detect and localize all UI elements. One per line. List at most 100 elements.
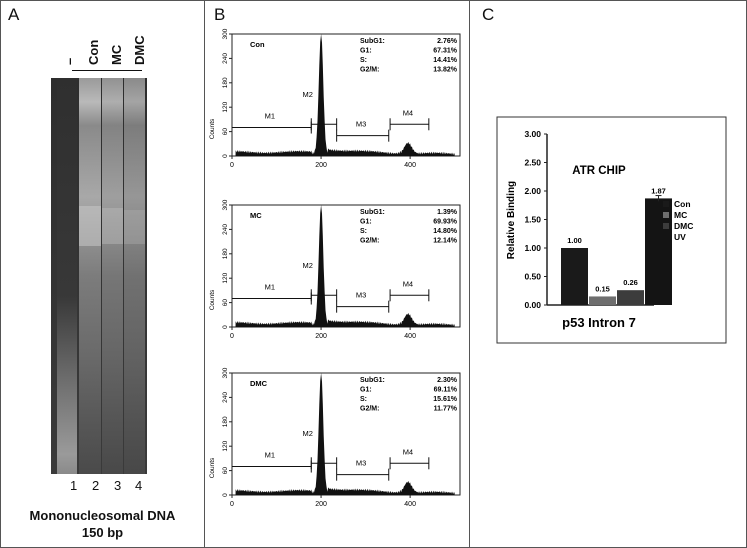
histogram-frame	[231, 33, 461, 157]
stat-label: G2/M:	[360, 238, 379, 245]
stat-label: S:	[360, 228, 367, 235]
histogram-frame	[231, 372, 461, 496]
x-tick-label: 0	[230, 162, 234, 169]
legend-label: MC	[674, 210, 687, 220]
stat-label: G1:	[360, 48, 372, 55]
x-tick-label: 400	[404, 162, 416, 169]
lane-label-con: Con	[86, 39, 101, 65]
bar-value-label: 0.15	[595, 284, 610, 293]
y-axis-label: Counts	[209, 457, 216, 478]
stat-value: 2.30%	[437, 377, 458, 384]
stat-label: G2/M:	[360, 67, 379, 74]
gate-label: M3	[356, 291, 366, 300]
lane-label-dmc: DMC	[132, 35, 147, 65]
y-tick-label: 0	[222, 493, 229, 497]
gate-label: M1	[265, 451, 275, 460]
atr-chip-bar-chart: 0.00 0.50 1.00 1.50 2.00 2.50 3.00 Relative Bin…	[496, 116, 727, 344]
legend-label: UV	[674, 232, 686, 242]
gate-label: M3	[356, 459, 366, 468]
y-tick-label: 0	[222, 154, 229, 158]
flow-cytometry-histograms: 0 60 120 180 240 300 Counts 0 200 400 M1 M3 M4 M2 Con S…	[209, 28, 461, 508]
stat-value: 13.82%	[433, 67, 458, 74]
chart-title: ATR CHIP	[572, 165, 626, 177]
sample-name: DMC	[250, 379, 268, 388]
y-tick-label: 120	[222, 272, 229, 283]
panel-b-letter: B	[214, 5, 226, 24]
gel-caption-line1: Mononucleosomal DNA	[29, 508, 176, 523]
histogram-con: 0 60 120 180 240 300 Counts 0 200 400 M1 M3 M4 M2 Con S…	[209, 28, 461, 169]
gate-label: M3	[356, 120, 366, 129]
x-tick-label: 0	[230, 333, 234, 340]
y-tick-label: 2.50	[524, 158, 541, 168]
stat-value: 69.11%	[434, 387, 458, 394]
gate-label: M4	[403, 108, 413, 117]
stat-label: SubG1:	[360, 209, 385, 216]
y-tick-label: 60	[222, 467, 229, 475]
lane-number-4: 4	[135, 478, 143, 493]
y-tick-label: 60	[222, 128, 229, 136]
x-tick-label: 400	[404, 333, 416, 340]
y-tick-label: 0.50	[524, 272, 541, 282]
lane-label-minus: –	[62, 57, 77, 65]
y-tick-label: 1.50	[524, 215, 541, 225]
lane-label-mc: MC	[109, 44, 124, 65]
gel-caption-line2: 150 bp	[81, 525, 124, 540]
legend-swatch	[663, 212, 669, 218]
sample-name: Con	[250, 40, 265, 49]
y-tick-label: 300	[222, 367, 229, 378]
y-tick-label: 240	[222, 392, 229, 403]
sample-name: MC	[250, 211, 262, 220]
x-tick-label: 200	[315, 333, 327, 340]
stat-label: S:	[360, 57, 367, 64]
lane-number-2: 2	[92, 478, 100, 493]
stat-label: G1:	[360, 219, 372, 226]
panel-c-letter: C	[482, 5, 495, 24]
y-axis-label: Counts	[209, 118, 216, 139]
stat-value: 69.93%	[433, 219, 458, 226]
bar-con	[561, 248, 588, 305]
legend-swatch	[663, 201, 669, 207]
stat-value: 67.31%	[433, 48, 458, 55]
stat-value: 1.39%	[437, 209, 458, 216]
y-tick-label: 0	[222, 325, 229, 329]
stat-value: 11.77%	[434, 406, 458, 413]
lane-number-1: 1	[70, 478, 78, 493]
legend-label: DMC	[674, 221, 693, 231]
y-tick-label: 120	[222, 101, 229, 112]
x-tick-label: 200	[315, 501, 327, 508]
y-tick-label: 3.00	[524, 129, 541, 139]
legend-swatch	[663, 234, 669, 240]
stat-value: 2.76%	[437, 38, 458, 45]
y-tick-label: 240	[222, 53, 229, 64]
lane-number-3: 3	[114, 478, 122, 493]
stat-value: 12.14%	[433, 238, 458, 245]
gate-label: M2	[302, 90, 312, 99]
bar-value-label: 0.26	[623, 278, 638, 287]
bar-value-label: 1.00	[567, 236, 582, 245]
bar-dmc	[617, 290, 644, 305]
gate-label: M2	[302, 429, 312, 438]
gate-label: M1	[265, 112, 275, 121]
x-tick-label: 400	[404, 501, 416, 508]
stat-label: G1:	[360, 387, 372, 394]
gate-label: M2	[302, 261, 312, 270]
y-axis-label: Counts	[209, 289, 216, 310]
y-tick-label: 1.00	[524, 243, 541, 253]
y-tick-label: 180	[222, 77, 229, 88]
gate-label: M1	[265, 283, 275, 292]
x-tick-label: 0	[230, 501, 234, 508]
histogram-frame	[231, 204, 461, 328]
gel-svg	[51, 78, 147, 474]
y-tick-label: 300	[222, 28, 229, 39]
histogram-mc: 0 60 120 180 240 300 Counts 0 200 400 M1 M3 M4 M2 MC Su…	[209, 199, 461, 340]
lane-bracket-line	[72, 70, 142, 71]
y-tick-label: 2.00	[524, 186, 541, 196]
y-tick-label: 60	[222, 299, 229, 307]
y-tick-label: 120	[222, 440, 229, 451]
stat-label: S:	[360, 396, 367, 403]
bar-mc	[589, 296, 616, 305]
stat-value: 14.41%	[433, 57, 458, 64]
gel-image	[51, 78, 147, 474]
histogram-dmc: 0 60 120 180 240 300 Counts 0 200 400 M1 M3 M4 M2 DMC S…	[209, 367, 461, 508]
x-axis-label: p53 Intron 7	[562, 315, 636, 330]
